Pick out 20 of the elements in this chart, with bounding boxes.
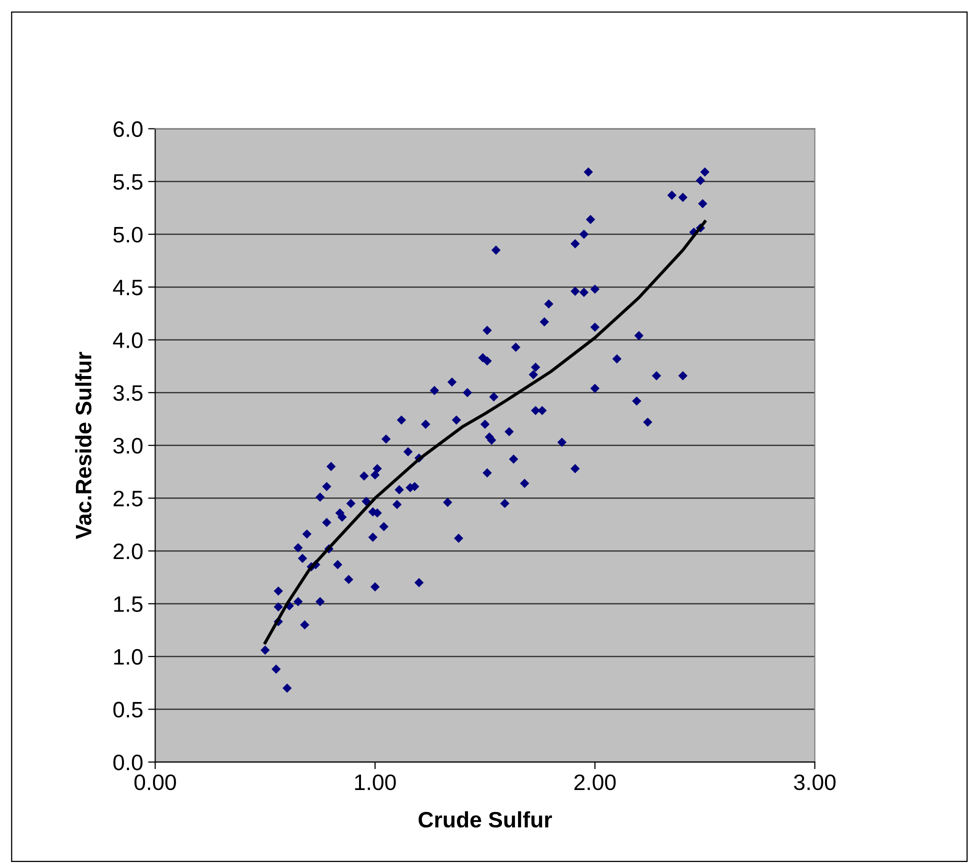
y-tick-label: 6.0 [114,121,143,138]
y-axis-title: Vac.Reside Sulfur [75,352,92,540]
y-tick-label: 1.0 [114,649,143,665]
y-tick-label: 5.0 [113,226,143,243]
y-tick-label: 4.5 [113,280,142,296]
y-tick-label: 2.5 [114,490,142,506]
y-tick-label: 0.0 [113,754,143,770]
y-tick-label: 2.0 [114,543,143,560]
y-tick-label: 5.5 [113,174,142,190]
y-tick-label: 1.5 [114,596,142,612]
y-tick-label: 3.0 [113,438,143,454]
y-tick-label: 4.0 [113,332,143,348]
x-tick-label: 0.00 [134,774,176,790]
x-tick-label: 2.00 [574,774,616,790]
x-axis-title: Crude Sulfur [418,811,552,828]
x-tick-label: 1.00 [355,774,396,790]
line-series [264,220,706,644]
x-tick-label: 3.00 [794,774,836,790]
y-tick-label: 0.5 [113,702,142,718]
y-tick-label: 3.5 [113,385,142,401]
